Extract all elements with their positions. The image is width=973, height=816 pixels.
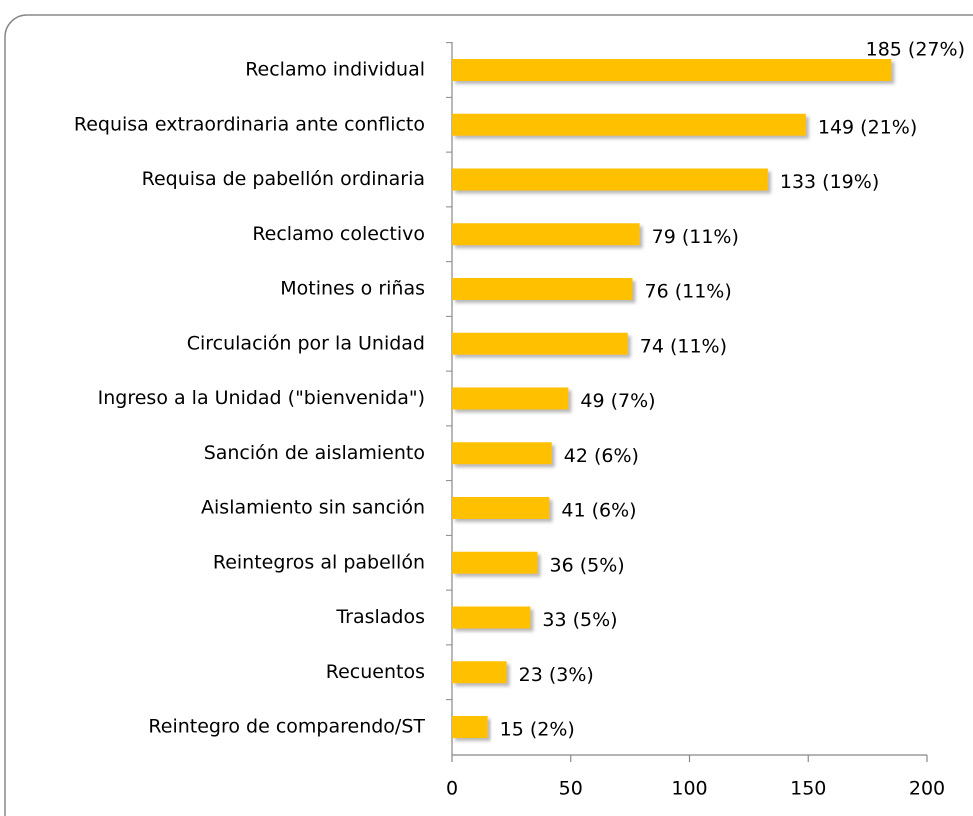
data-label: 133 (19%) — [780, 171, 879, 193]
bar — [452, 716, 488, 738]
data-label: 33 (5%) — [542, 609, 617, 631]
data-label: 185 (27%) — [866, 39, 965, 61]
x-tick-label: 200 — [909, 778, 945, 800]
data-label: 49 (7%) — [580, 390, 655, 412]
x-tick-label: 150 — [790, 778, 826, 800]
y-tick-label: Aislamiento sin sanción — [201, 497, 425, 519]
data-label: 74 (11%) — [640, 335, 727, 357]
data-label: 36 (5%) — [550, 554, 625, 576]
data-label: 76 (11%) — [645, 281, 732, 303]
bar — [452, 332, 628, 355]
y-tick-label: Reclamo individual — [245, 59, 425, 81]
y-tick-label: Requisa de pabellón ordinaria — [142, 168, 425, 190]
bar — [452, 661, 507, 684]
y-tick-label: Traslados — [335, 606, 425, 628]
x-tick-label: 0 — [446, 778, 458, 800]
bar — [452, 223, 640, 246]
bar — [452, 497, 550, 519]
bar — [452, 606, 531, 629]
bar — [452, 168, 768, 191]
y-tick-label: Recuentos — [326, 661, 425, 683]
data-label: 149 (21%) — [818, 116, 917, 138]
data-label: 23 (3%) — [519, 664, 594, 686]
bar — [452, 278, 633, 300]
y-tick-label: Circulación por la Unidad — [187, 332, 425, 354]
y-tick-label: Reclamo colectivo — [252, 223, 425, 245]
bar — [452, 442, 552, 465]
y-tick-label: Motines o riñas — [280, 278, 425, 300]
bar — [452, 387, 569, 410]
data-label: 15 (2%) — [500, 719, 575, 741]
x-tick-label: 50 — [559, 778, 583, 800]
y-tick-label: Reintegro de comparendo/ST — [148, 716, 425, 738]
data-label: 79 (11%) — [652, 226, 739, 248]
bar — [452, 113, 806, 136]
x-tick-label: 100 — [671, 778, 707, 800]
chart-frame — [4, 14, 973, 816]
bar — [452, 59, 892, 81]
y-tick-label: Ingreso a la Unidad ("bienvenida") — [98, 387, 425, 409]
data-label: 42 (6%) — [564, 445, 639, 467]
y-tick-label: Sanción de aislamiento — [204, 442, 425, 464]
y-tick-label: Reintegros al pabellón — [213, 551, 425, 573]
bar — [452, 551, 538, 574]
y-tick-label: Requisa extraordinaria ante conflicto — [74, 113, 425, 135]
data-label: 41 (6%) — [561, 500, 636, 522]
